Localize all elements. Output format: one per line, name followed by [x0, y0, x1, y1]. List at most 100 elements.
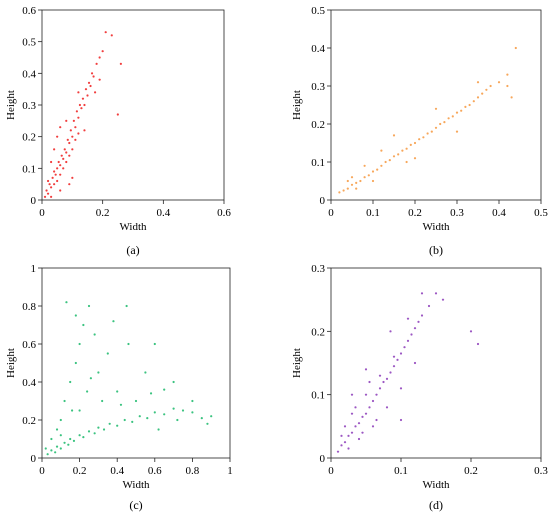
- y-tick-label: 0: [31, 453, 37, 465]
- data-point: [74, 361, 77, 365]
- data-point: [364, 393, 368, 396]
- data-point: [355, 181, 358, 184]
- data-point: [87, 304, 91, 308]
- scatter-panel-1: 0 0.2 0.4 0.6 0 0.1 0.2 0.3 0.4 0.5 0.6 Width Height…: [5, 5, 231, 257]
- data-point: [90, 72, 94, 75]
- data-point: [98, 56, 101, 59]
- data-point: [181, 409, 185, 412]
- data-point: [378, 387, 382, 390]
- data-point: [59, 447, 62, 450]
- y-tick-label: 0.2: [22, 132, 36, 144]
- x-axis-label: Width: [122, 479, 150, 491]
- data-point: [153, 411, 156, 414]
- data-point: [481, 92, 484, 95]
- data-point: [68, 183, 71, 186]
- x-tick-label: 0.2: [464, 465, 478, 477]
- data-point: [163, 413, 166, 416]
- data-point: [157, 428, 160, 431]
- data-point: [46, 453, 49, 456]
- data-point: [104, 31, 107, 34]
- data-point: [375, 418, 378, 422]
- data-point: [68, 154, 71, 157]
- data-point: [430, 130, 433, 133]
- data-point: [382, 380, 385, 384]
- data-point: [116, 113, 119, 116]
- data-point: [350, 393, 354, 396]
- data-point: [405, 160, 408, 164]
- y-axis-label: Height: [291, 90, 303, 120]
- x-tick-label: 1: [227, 465, 233, 477]
- data-point: [376, 168, 379, 171]
- data-point: [89, 84, 92, 88]
- data-point: [172, 380, 175, 384]
- data-point: [355, 187, 358, 190]
- data-point: [144, 371, 147, 374]
- data-point: [447, 117, 450, 120]
- data-point: [401, 149, 404, 152]
- data-point: [359, 179, 362, 183]
- data-point: [59, 189, 62, 192]
- data-point: [69, 129, 72, 132]
- data-point: [56, 167, 59, 170]
- data-point: [77, 91, 80, 94]
- data-point: [451, 115, 454, 118]
- scatter-panel-2: 0 0.1 0.2 0.3 0.4 0.5 0 0.1 0.2 0.3 0.4 0.5 Width Hei…: [291, 5, 548, 257]
- data-point: [403, 346, 406, 349]
- data-point: [469, 330, 473, 333]
- data-point: [422, 136, 425, 139]
- data-point: [392, 355, 396, 358]
- data-point: [82, 323, 85, 327]
- x-tick-label: 0.4: [156, 207, 170, 219]
- data-point: [347, 447, 350, 450]
- x-tick-label: 0.3: [450, 207, 464, 219]
- data-point: [464, 105, 467, 108]
- data-point: [378, 374, 382, 377]
- data-point: [57, 160, 60, 164]
- data-point: [86, 94, 89, 97]
- data-point: [66, 138, 69, 141]
- y-axis-label: Height: [5, 348, 17, 378]
- data-point: [340, 444, 343, 447]
- data-point: [101, 50, 104, 53]
- x-axis-label: Width: [422, 221, 450, 233]
- data-point: [441, 298, 445, 301]
- data-point: [439, 122, 442, 126]
- data-point: [420, 292, 424, 295]
- data-point: [78, 103, 82, 107]
- data-point: [434, 292, 438, 295]
- data-point: [74, 126, 77, 129]
- data-point: [380, 164, 383, 167]
- data-point: [409, 143, 412, 146]
- x-tick-label: 0: [328, 207, 334, 219]
- data-point: [80, 107, 83, 110]
- data-point: [78, 342, 81, 346]
- panel-caption: (c): [129, 498, 142, 512]
- data-point: [83, 129, 86, 132]
- y-tick-label: 0.3: [311, 263, 325, 275]
- y-tick-label: 0.8: [22, 301, 36, 313]
- data-point: [191, 399, 194, 403]
- data-point: [65, 151, 68, 154]
- data-point: [476, 81, 480, 84]
- data-point: [106, 352, 109, 355]
- data-point: [59, 164, 62, 167]
- data-point: [368, 380, 371, 384]
- data-point: [65, 119, 68, 122]
- data-point: [455, 130, 459, 133]
- data-point: [338, 191, 341, 194]
- data-point: [77, 116, 80, 119]
- data-point: [62, 167, 65, 170]
- data-point: [119, 403, 123, 406]
- data-point: [59, 434, 62, 437]
- data-point: [74, 138, 77, 141]
- data-point: [56, 179, 59, 183]
- data-point: [74, 314, 77, 317]
- data-point: [413, 157, 417, 160]
- data-point: [153, 342, 156, 346]
- data-point: [413, 141, 417, 145]
- data-point: [138, 415, 141, 418]
- data-point: [59, 418, 62, 422]
- data-point: [123, 418, 126, 422]
- y-tick-label: 0.1: [311, 390, 325, 402]
